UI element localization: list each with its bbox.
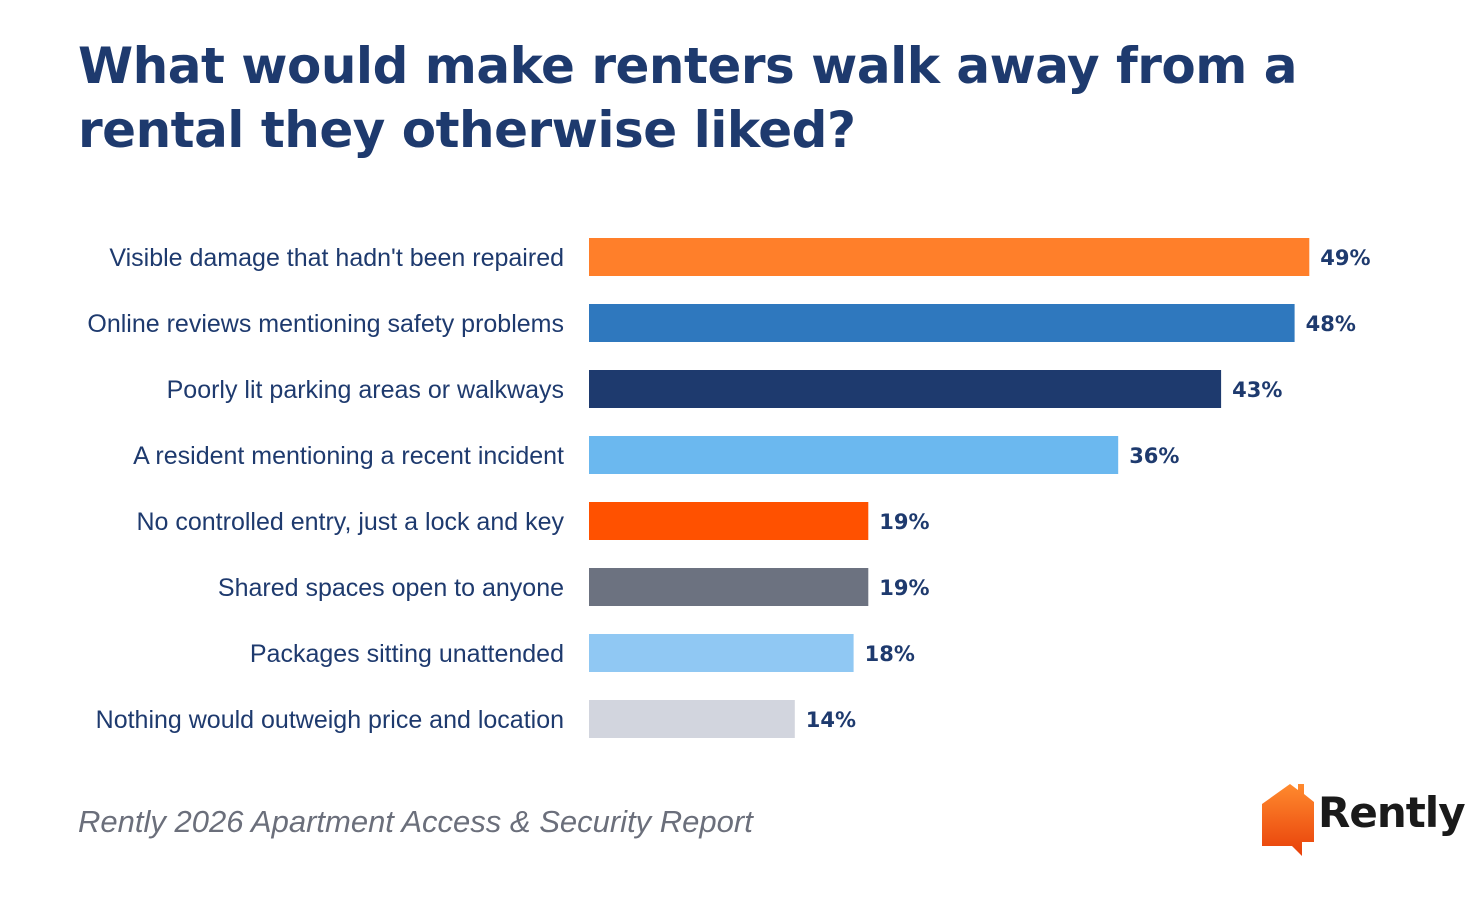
bar <box>589 568 869 606</box>
category-label: No controlled entry, just a lock and key <box>136 508 564 536</box>
value-label: 48% <box>1306 312 1356 336</box>
category-label: Visible damage that hadn't been repaired <box>109 244 564 272</box>
value-label: 36% <box>1129 444 1179 468</box>
bar <box>589 238 1310 276</box>
bar-chart: Visible damage that hadn't been repaired… <box>87 238 1371 738</box>
category-label: Packages sitting unattended <box>250 640 564 668</box>
bar <box>589 304 1295 342</box>
value-label: 19% <box>879 510 929 534</box>
category-label: Shared spaces open to anyone <box>218 574 564 602</box>
value-label: 43% <box>1232 378 1282 402</box>
brand-logo: Rently <box>1258 780 1466 860</box>
category-label: Poorly lit parking areas or walkways <box>167 376 564 404</box>
value-label: 49% <box>1320 246 1370 270</box>
bar <box>589 502 869 540</box>
category-label: A resident mentioning a recent incident <box>133 442 564 470</box>
bar <box>589 436 1119 474</box>
category-label: Nothing would outweigh price and locatio… <box>96 706 564 734</box>
brand-wordmark: Rently <box>1318 788 1466 837</box>
house-speech-bubble-icon <box>1262 784 1314 856</box>
bar <box>589 634 854 672</box>
source-note: Rently 2026 Apartment Access & Security … <box>78 804 753 839</box>
value-label: 14% <box>806 708 856 732</box>
value-label: 18% <box>865 642 915 666</box>
value-label: 19% <box>879 576 929 600</box>
bar <box>589 370 1222 408</box>
category-label: Online reviews mentioning safety problem… <box>87 310 564 338</box>
bar <box>589 700 795 738</box>
chart-title: What would make renters walk away from a… <box>78 37 1298 159</box>
